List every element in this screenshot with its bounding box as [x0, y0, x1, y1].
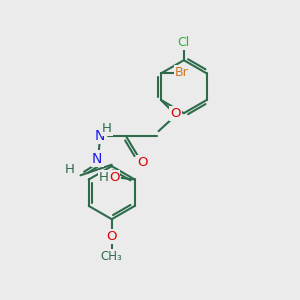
Text: N: N: [94, 129, 105, 142]
Text: O: O: [109, 171, 119, 184]
Text: O: O: [137, 156, 147, 169]
Text: O: O: [170, 107, 181, 120]
Text: Br: Br: [175, 66, 189, 79]
Text: N: N: [92, 152, 103, 166]
Text: Cl: Cl: [178, 36, 190, 49]
Text: H: H: [99, 171, 109, 184]
Text: O: O: [106, 230, 117, 243]
Text: H: H: [64, 163, 74, 176]
Text: CH₃: CH₃: [101, 250, 123, 263]
Text: H: H: [102, 122, 112, 135]
